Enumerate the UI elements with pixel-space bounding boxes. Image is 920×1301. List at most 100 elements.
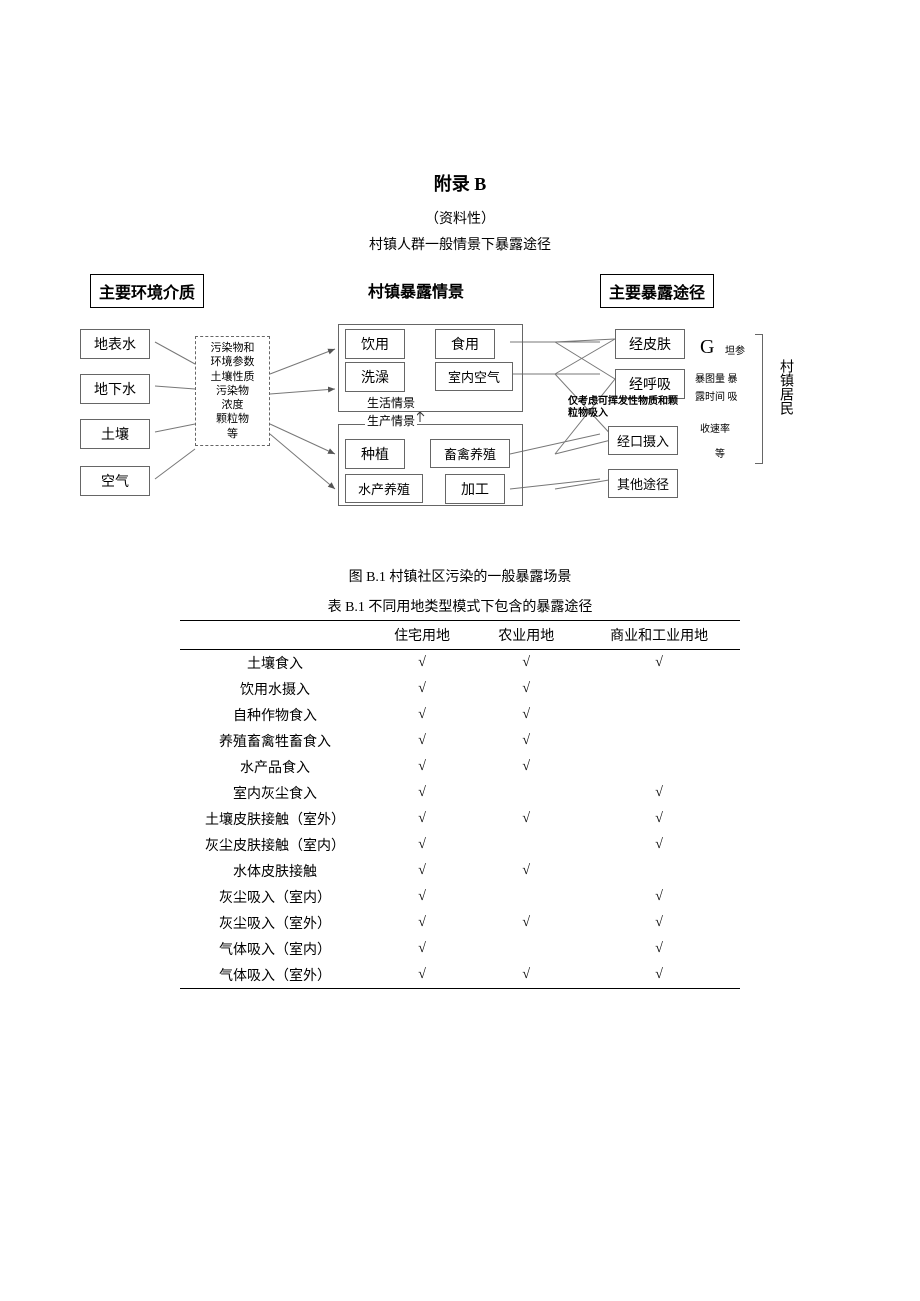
cell-mark <box>578 728 740 754</box>
media-groundwater: 地下水 <box>80 374 150 404</box>
right-param: 露时间 吸 <box>695 392 738 404</box>
cell-mark <box>474 936 578 962</box>
exposure-diagram: 主要环境介质 村镇暴露情景 主要暴露途径 <box>60 274 860 554</box>
table-row: 自种作物食入√√ <box>180 702 740 728</box>
cell-mark: √ <box>370 936 474 962</box>
cell-mark: √ <box>474 962 578 989</box>
row-label: 灰尘吸入（室外） <box>180 910 370 936</box>
cell-mark: √ <box>370 858 474 884</box>
row-label: 气体吸入（室外） <box>180 962 370 989</box>
title-block: 附录 B （资料性） 村镇人群一般情景下暴露途径 <box>60 170 860 254</box>
cell-mark <box>578 858 740 884</box>
cell-mark: √ <box>370 702 474 728</box>
cell-mark: √ <box>474 858 578 884</box>
table-row: 灰尘皮肤接触（室内）√√ <box>180 832 740 858</box>
cell-mark: √ <box>370 728 474 754</box>
cell-mark <box>474 780 578 806</box>
media-soil: 土壤 <box>80 419 150 449</box>
subtitle-topic: 村镇人群一般情景下暴露途径 <box>60 234 860 254</box>
right-param: 坦参 <box>725 346 745 358</box>
connector-svg <box>60 274 860 554</box>
row-label: 养殖畜禽牲畜食入 <box>180 728 370 754</box>
cell-mark <box>474 884 578 910</box>
table-row: 室内灰尘食入√√ <box>180 780 740 806</box>
row-label: 水产品食入 <box>180 754 370 780</box>
table-header-row: 住宅用地 农业用地 商业和工业用地 <box>180 621 740 650</box>
cell-mark: √ <box>370 884 474 910</box>
row-label: 饮用水摄入 <box>180 676 370 702</box>
note-volatile: 仅考虑可挥发性物质和颗粒物吸入 <box>568 396 678 420</box>
col-blank <box>180 621 370 650</box>
table-row: 土壤食入√√√ <box>180 650 740 677</box>
route-breath: 经呼吸 <box>615 369 685 399</box>
cell-mark: √ <box>474 702 578 728</box>
cell-mark: √ <box>578 962 740 989</box>
row-label: 土壤皮肤接触（室外） <box>180 806 370 832</box>
life-scene-label: 生活情景 <box>365 394 417 411</box>
table-row: 土壤皮肤接触（室外）√√√ <box>180 806 740 832</box>
right-param: 等 <box>715 449 725 461</box>
route-skin: 经皮肤 <box>615 329 685 359</box>
appendix-title: 附录 B <box>60 170 860 196</box>
param-line: 颗粒物 <box>200 412 265 426</box>
cell-mark: √ <box>578 936 740 962</box>
route-oral: 经口摄入 <box>608 426 678 455</box>
cell-mark: √ <box>370 780 474 806</box>
table-row: 灰尘吸入（室内）√√ <box>180 884 740 910</box>
life-bath: 洗澡 <box>345 362 405 392</box>
cell-mark: √ <box>578 910 740 936</box>
col-residential: 住宅用地 <box>370 621 474 650</box>
param-box: 污染物和 环境参数 土壤性质 污染物 浓度 颗粒物 等 <box>195 336 270 446</box>
life-indoor-air: 室内空气 <box>435 362 513 391</box>
row-label: 水体皮肤接触 <box>180 858 370 884</box>
prod-livestock: 畜禽养殖 <box>430 439 510 468</box>
param-line: 环境参数 <box>200 355 265 369</box>
col-agricultural: 农业用地 <box>474 621 578 650</box>
cell-mark: √ <box>370 676 474 702</box>
table-row: 灰尘吸入（室外）√√√ <box>180 910 740 936</box>
cell-mark <box>578 754 740 780</box>
table-row: 养殖畜禽牲畜食入√√ <box>180 728 740 754</box>
cell-mark <box>474 832 578 858</box>
figure-caption: 图 B.1 村镇社区污染的一般暴露场景 <box>60 566 860 586</box>
cell-mark: √ <box>578 650 740 677</box>
prod-scene-label: 生产情景 <box>365 412 417 429</box>
row-label: 土壤食入 <box>180 650 370 677</box>
cell-mark: √ <box>370 910 474 936</box>
g-mark: G <box>700 336 714 359</box>
cell-mark: √ <box>370 650 474 677</box>
param-line: 等 <box>200 427 265 441</box>
cell-mark: √ <box>578 884 740 910</box>
life-drink: 饮用 <box>345 329 405 359</box>
row-label: 自种作物食入 <box>180 702 370 728</box>
prod-process: 加工 <box>445 474 505 504</box>
cell-mark: √ <box>578 780 740 806</box>
prod-plant: 种植 <box>345 439 405 469</box>
table-row: 饮用水摄入√√ <box>180 676 740 702</box>
right-bracket <box>755 334 763 464</box>
cell-mark: √ <box>578 806 740 832</box>
row-label: 室内灰尘食入 <box>180 780 370 806</box>
prod-aqua: 水产养殖 <box>345 474 423 503</box>
exposure-table: 住宅用地 农业用地 商业和工业用地 土壤食入√√√饮用水摄入√√自种作物食入√√… <box>180 620 740 989</box>
resident-label: 村镇居民 <box>775 359 795 415</box>
cell-mark: √ <box>370 754 474 780</box>
table-row: 水产品食入√√ <box>180 754 740 780</box>
param-line: 污染物和 <box>200 341 265 355</box>
cell-mark: √ <box>578 832 740 858</box>
cell-mark: √ <box>474 806 578 832</box>
media-surface-water: 地表水 <box>80 329 150 359</box>
param-line: 土壤性质 <box>200 370 265 384</box>
life-eat: 食用 <box>435 329 495 359</box>
media-air: 空气 <box>80 466 150 496</box>
cell-mark: √ <box>370 962 474 989</box>
cell-mark: √ <box>474 728 578 754</box>
cell-mark <box>578 702 740 728</box>
param-line: 污染物 <box>200 384 265 398</box>
cell-mark: √ <box>474 910 578 936</box>
table-row: 水体皮肤接触√√ <box>180 858 740 884</box>
table-caption: 表 B.1 不同用地类型模式下包含的暴露途径 <box>60 596 860 616</box>
cell-mark: √ <box>474 754 578 780</box>
table-row: 气体吸入（室内）√√ <box>180 936 740 962</box>
row-label: 气体吸入（室内） <box>180 936 370 962</box>
